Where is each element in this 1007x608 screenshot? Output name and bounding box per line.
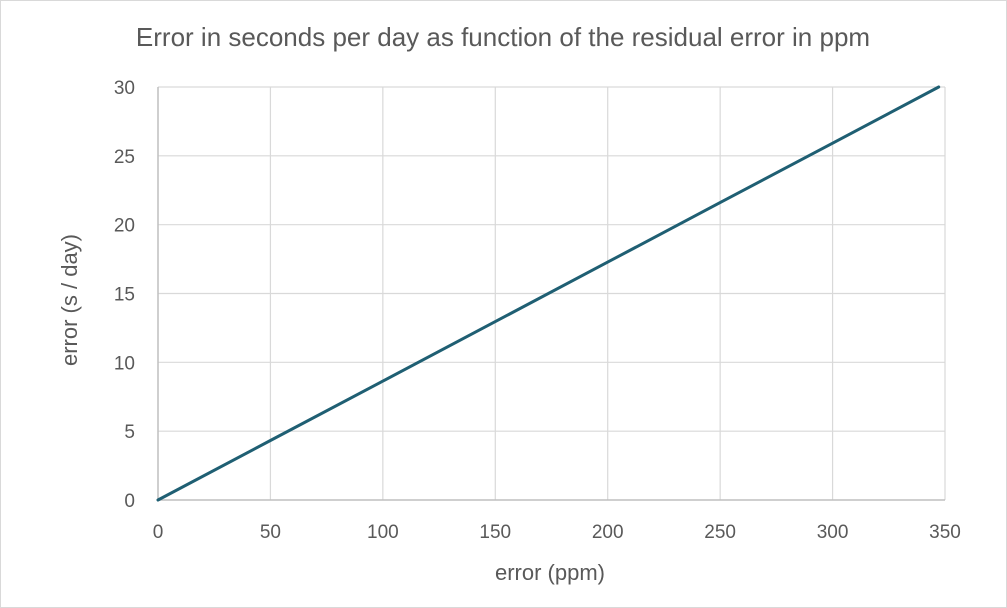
x-tick-label: 350	[929, 522, 961, 543]
axes	[157, 87, 945, 501]
x-tick-label: 0	[153, 522, 164, 543]
y-tick-label: 30	[114, 78, 135, 99]
y-tick-label: 5	[124, 422, 135, 443]
y-tick-label: 15	[114, 285, 135, 306]
x-tick-label: 100	[367, 522, 399, 543]
x-tick-label: 250	[704, 522, 736, 543]
series-layer	[156, 85, 941, 502]
series-line	[156, 85, 941, 502]
x-tick-label: 200	[592, 522, 624, 543]
x-tick-label: 150	[479, 522, 511, 543]
y-axis-title: error (s / day)	[57, 234, 82, 366]
y-tick-label: 10	[114, 353, 135, 374]
y-tick-label: 20	[114, 216, 135, 237]
y-tick-label: 25	[114, 147, 135, 168]
x-tick-label: 50	[260, 522, 281, 543]
x-axis-title: error (ppm)	[495, 560, 605, 585]
y-tick-label: 0	[124, 491, 135, 512]
x-tick-label: 300	[817, 522, 849, 543]
chart-title: Error in seconds per day as function of …	[136, 22, 870, 52]
